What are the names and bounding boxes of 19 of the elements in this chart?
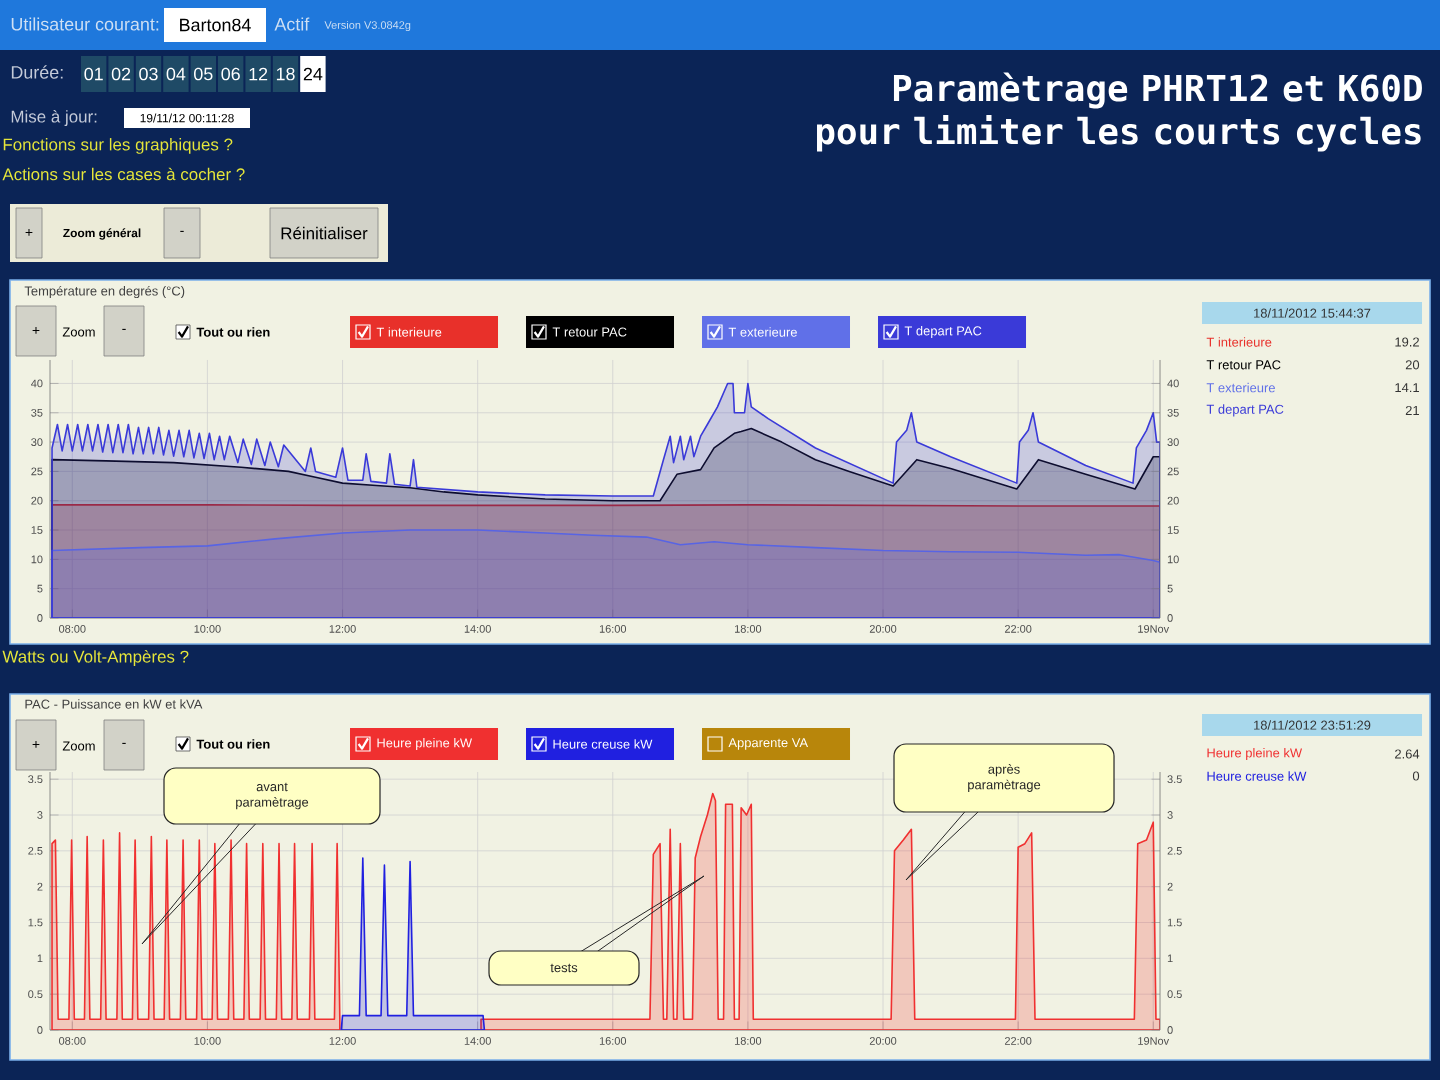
text: 18: [276, 67, 295, 81]
chart-title: Paramètrage PHRT12 et K60D pour limiter les courts cycles: [817, 72, 1422, 152]
text: 01: [84, 67, 103, 81]
text: 04: [166, 67, 186, 81]
text: Fonctions sur les graphiques ?: [3, 138, 233, 154]
text: Barton84: [180, 18, 251, 32]
text: Réinitialiser: [281, 226, 368, 240]
text: 24: [303, 67, 323, 81]
text: Durée:: [11, 65, 63, 79]
text: Utilisateur courant:: [11, 17, 159, 31]
text: 02: [111, 67, 131, 81]
text: 12: [249, 67, 268, 81]
text: 03: [139, 67, 158, 81]
text: 05: [194, 67, 213, 81]
text: Watts ou Volt-Ampères ?: [2, 650, 189, 666]
text: Actions sur les cases à cocher ?: [2, 167, 245, 181]
text: 06: [221, 67, 240, 81]
text: Actif: [274, 17, 310, 31]
text: Mise à jour:: [11, 110, 97, 126]
